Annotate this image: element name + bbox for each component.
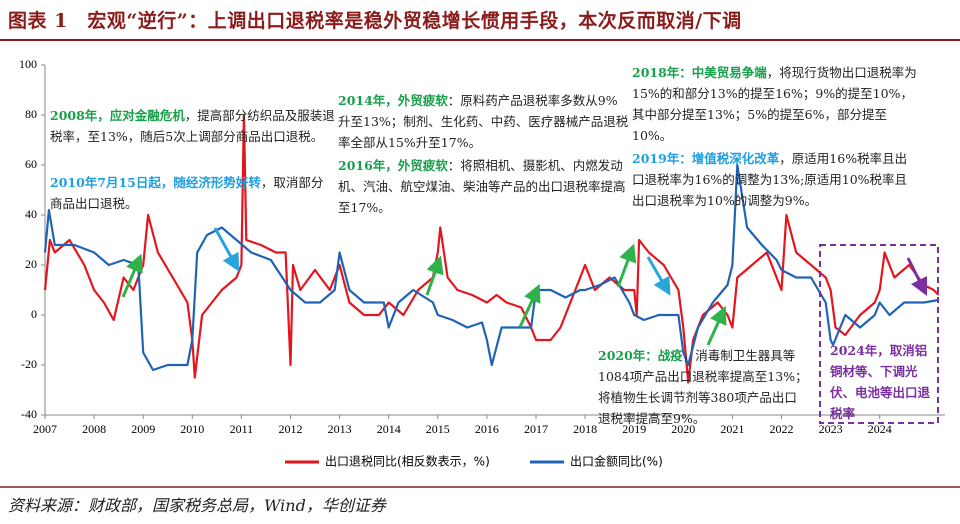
y-tick-label: 60 (25, 157, 37, 171)
y-tick-label: -40 (21, 407, 37, 421)
annotation: 2019年：增值税深化改革，原适用16%税率且出口退税率为16%的调整为13%;… (632, 148, 917, 211)
y-tick-label: -20 (21, 357, 37, 371)
x-tick-label: 2019 (622, 422, 646, 436)
annotation-heading: 2016年，外贸疲软 (338, 158, 448, 173)
x-tick-label: 2009 (131, 422, 155, 436)
x-tick-label: 2015 (426, 422, 450, 436)
annotation-text: ，提高部分纺织品及服装退税率，至13%，随后5次上调部分商品出口退税。 (50, 108, 335, 144)
y-tick-label: 0 (31, 307, 37, 321)
annotation-heading: 2008年，应对金融危机 (50, 108, 185, 123)
annotation: 2010年7月15日起，随经济形势好转，取消部分商品出口退税。 (50, 172, 335, 214)
legend-label: 出口退税同比(相反数表示，%) (325, 454, 490, 469)
annotation-text: ，取消部分商品出口退税。 (50, 175, 324, 211)
x-tick-label: 2022 (769, 422, 793, 436)
x-tick-label: 2017 (524, 422, 548, 436)
x-tick-label: 2014 (377, 422, 401, 436)
annotation-heading: 2010年7月15日起，随经济形势好转 (50, 175, 261, 190)
annotation-heading: 2024年，取消铝铜材等、下调光伏、电池等出口退税率 (830, 343, 931, 421)
chart-title: 图表 1 宏观“逆行”：上调出口退税率是稳外贸稳增长惯用手段，本次反而取消/下调 (8, 10, 742, 32)
annotation: 2024年，取消铝铜材等、下调光伏、电池等出口退税率 (830, 340, 936, 424)
y-tick-label: 100 (19, 57, 37, 71)
x-tick-label: 2012 (278, 422, 302, 436)
annotation-text: ：原料药产品退税率多数从9%升至13%；制剂、生化药、中药、医疗器械产品退税率全… (338, 93, 629, 150)
x-tick-label: 2008 (82, 422, 106, 436)
x-tick-label: 2024 (868, 422, 892, 436)
annotation: 2018年：中美贸易争端，将现行货物出口退税率为15%的和部分13%的提至16%… (632, 62, 917, 146)
annotation-text: ，消毒制卫生器具等1084项产品出口退税率提高至13%；将植物生长调节剂等380… (598, 348, 808, 426)
annotation: 2020年：战疫，消毒制卫生器具等1084项产品出口退税率提高至13%；将植物生… (598, 345, 808, 429)
y-tick-label: 40 (25, 207, 37, 221)
annotation-text: ，原适用16%税率且出口退税率为16%的调整为13%;原适用10%税率且出口退税… (632, 151, 908, 208)
x-tick-label: 2013 (328, 422, 352, 436)
x-tick-label: 2016 (475, 422, 499, 436)
annotation-text: ：将照相机、摄影机、内燃发动机、汽油、航空煤油、柴油等产品的出口退税率提高至17… (338, 158, 626, 215)
annotation-heading: 2020年：战疫 (598, 348, 683, 363)
x-tick-label: 2010 (180, 422, 204, 436)
annotation: 2016年，外贸疲软：将照相机、摄影机、内燃发动机、汽油、航空煤油、柴油等产品的… (338, 155, 630, 218)
arrows (121, 227, 928, 346)
x-tick-label: 2020 (671, 422, 695, 436)
series-line (43, 113, 940, 384)
annotation-heading: 2014年，外贸疲软 (338, 93, 448, 108)
highlight-box (819, 244, 939, 424)
y-tick-label: 80 (25, 107, 37, 121)
x-tick-label: 2011 (230, 422, 254, 436)
y-tick-label: 20 (25, 257, 37, 271)
source: 资料来源：财政部，国家税务总局，Wind，华创证券 (8, 496, 386, 515)
x-tick-label: 2021 (720, 422, 744, 436)
annotation-heading: 2019年：增值税深化改革 (632, 151, 780, 166)
annotation-text: ，将现行货物出口退税率为15%的和部分13%的提至16%；9%的提至10%，其中… (632, 65, 917, 143)
annotation: 2008年，应对金融危机，提高部分纺织品及服装退税率，至13%，随后5次上调部分… (50, 105, 335, 147)
x-tick-label: 2018 (573, 422, 597, 436)
annotation: 2014年，外贸疲软：原料药产品退税率多数从9%升至13%；制剂、生化药、中药、… (338, 90, 630, 153)
x-tick-label: 2007 (33, 422, 57, 436)
annotation-heading: 2018年：中美贸易争端 (632, 65, 767, 80)
legend-label: 出口金额同比(%) (570, 454, 663, 469)
series-line (43, 163, 939, 372)
x-tick-label: 2023 (819, 422, 843, 436)
